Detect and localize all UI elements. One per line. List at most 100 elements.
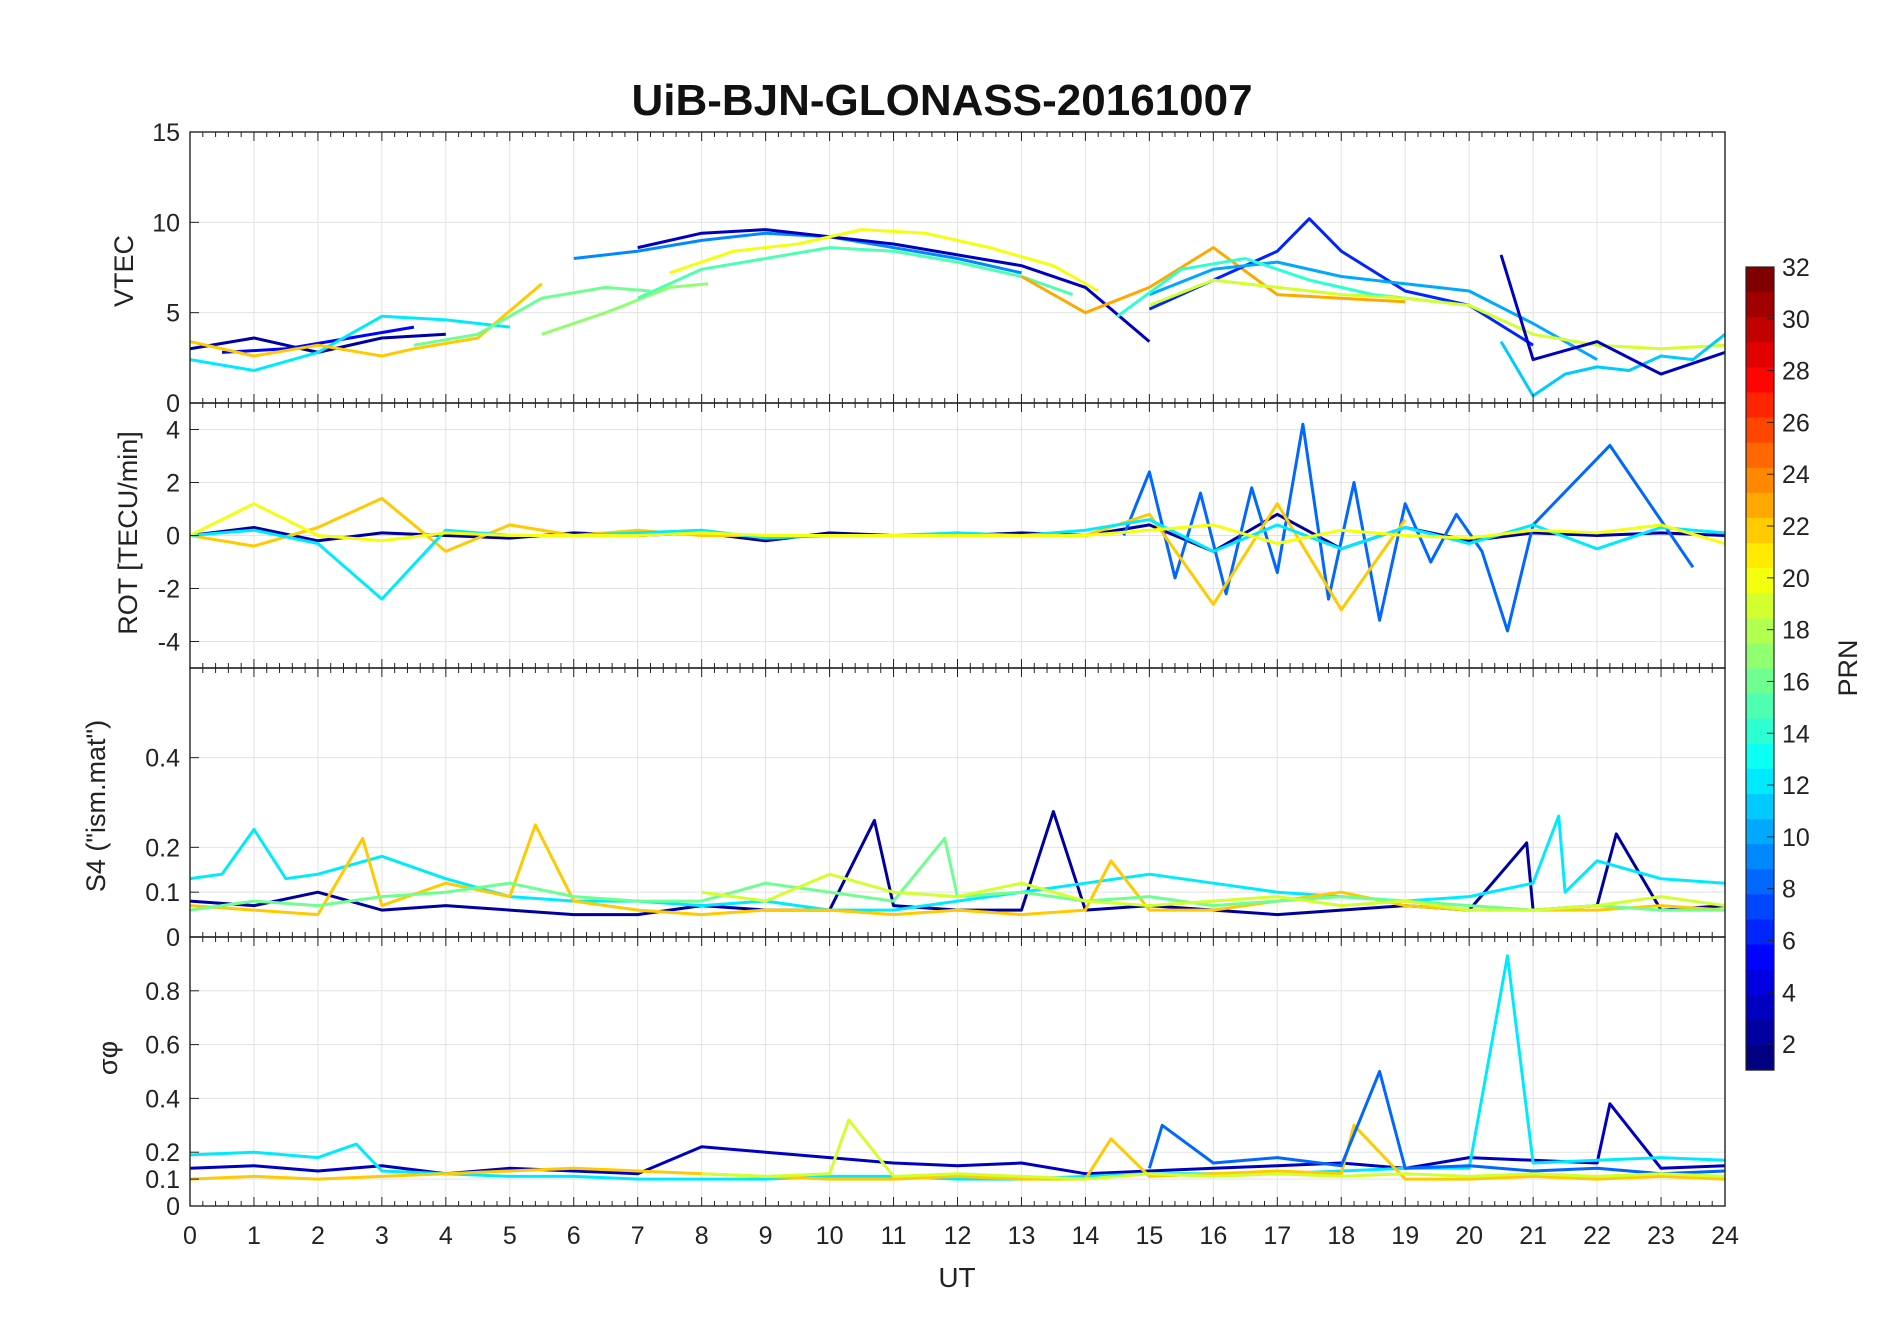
colorbar-cell [1746, 869, 1774, 895]
series-line-prn-17 [541, 282, 709, 336]
colorbar-tick-label: 6 [1782, 927, 1796, 955]
series-line-prn-23 [1020, 246, 1406, 315]
colorbar-frame [1745, 266, 1775, 1071]
x-tick-label: 19 [1391, 1222, 1419, 1250]
x-tick-label: 7 [631, 1222, 645, 1250]
series-line-prn-8 [1122, 422, 1695, 633]
traces-sigma [190, 954, 1725, 1181]
series-line-prn-8 [1147, 1070, 1725, 1176]
traces-vtec [190, 217, 1725, 398]
series-line-prn-16 [190, 836, 1725, 912]
series-line-prn-12 [190, 518, 1725, 601]
series-line-prn-19 [701, 872, 1725, 912]
series-line-prn-20 [190, 502, 1725, 545]
y-tick-label: 0.2 [145, 1139, 180, 1167]
colorbar-cell [1746, 417, 1774, 444]
x-tick-label: 14 [1072, 1222, 1100, 1250]
colorbar-cell [1746, 442, 1774, 469]
y-tick-label: -2 [158, 576, 180, 604]
series-line-prn-12 [190, 814, 1725, 912]
colorbar-tick-label: 28 [1782, 358, 1810, 386]
x-tick-label: 22 [1583, 1222, 1611, 1250]
colorbar-cell [1746, 643, 1774, 670]
series-line-prn-5 [221, 325, 415, 354]
series-line-prn-19 [1148, 278, 1725, 351]
series-line-prn-16 [413, 285, 651, 347]
x-tick-label: 2 [311, 1222, 325, 1250]
y-tick-label: 10 [152, 209, 180, 237]
colorbar-tick-label: 2 [1782, 1031, 1796, 1059]
colorbar-cell [1746, 367, 1774, 394]
x-tick-label: 4 [439, 1222, 453, 1250]
traces-rot [190, 422, 1725, 633]
colorbar-label: PRN [1833, 639, 1863, 696]
x-tick-label: 11 [881, 1222, 907, 1250]
chart-title: UiB-BJN-GLONASS-20161007 [631, 76, 1252, 125]
series-line-prn-20 [669, 228, 1099, 293]
colorbar-cell [1746, 517, 1774, 544]
colorbar-tick-label: 10 [1782, 824, 1810, 852]
x-tick-label: 1 [247, 1222, 261, 1250]
series-line-prn-22 [190, 1123, 1725, 1181]
panel-sigma: 00.10.20.40.60.80 1 2 3 4 5 6 7 8 9 10 11 12 13 14 15 16… [145, 936, 1739, 1250]
colorbar-tick-label: 26 [1782, 409, 1810, 437]
x-tick-label: 10 [816, 1222, 844, 1250]
y-tick-label: 5 [166, 300, 180, 328]
series-line-prn-22 [190, 496, 1407, 612]
colorbar-cell [1746, 317, 1774, 343]
x-tick-label: 18 [1327, 1222, 1355, 1250]
series-line-prn-10 [1148, 260, 1598, 361]
colorbar-cell [1746, 392, 1774, 419]
y-tick-label: 0.4 [145, 745, 180, 773]
colorbar-tick-label: 18 [1782, 617, 1810, 645]
colorbar-tick-label: 12 [1782, 772, 1810, 800]
y-tick-label: 2 [166, 470, 180, 498]
y-tick-label: 0.2 [145, 834, 180, 862]
colorbar-cell [1746, 819, 1774, 845]
colorbar-cell [1746, 994, 1774, 1021]
y-tick-label: 0.8 [145, 978, 180, 1006]
colorbar-cell [1746, 568, 1774, 594]
colorbar-cell [1746, 718, 1774, 745]
y-tick-label: -4 [158, 629, 180, 657]
colorbar-tick-label: 30 [1782, 306, 1810, 334]
y-tick-label: 0.1 [145, 879, 180, 907]
colorbar-cell [1746, 467, 1774, 494]
colorbar-cell [1746, 543, 1774, 569]
x-tick-label: 16 [1199, 1222, 1227, 1250]
y-axis-label-sigma: σφ [93, 1041, 123, 1075]
colorbar-cell [1746, 1044, 1774, 1071]
colorbar-tick-label: 32 [1782, 254, 1810, 282]
colorbar-cell [1746, 844, 1774, 870]
colorbar-cell [1746, 1019, 1774, 1046]
y-axis-label-rot: ROT [TECU/min] [113, 431, 143, 635]
series-line-prn-11 [1499, 333, 1725, 398]
y-tick-label: 0 [166, 924, 180, 952]
colorbar-cell [1746, 743, 1774, 770]
x-tick-label: 5 [503, 1222, 517, 1250]
traces-s4 [190, 810, 1725, 917]
y-tick-label: 4 [166, 417, 180, 445]
series-line-prn-9 [573, 231, 1022, 275]
series-line-prn-22 [190, 282, 543, 358]
x-tick-label: 21 [1519, 1222, 1547, 1250]
x-tick-label: 12 [944, 1222, 972, 1250]
y-tick-label: 0.1 [145, 1166, 180, 1194]
colorbar-tick-label: 14 [1782, 720, 1810, 748]
colorbar-cell [1746, 267, 1774, 293]
colorbar-cell [1746, 593, 1774, 619]
colorbar-cell [1746, 693, 1774, 720]
x-tick-label: 15 [1135, 1222, 1163, 1250]
colorbar-tick-label: 20 [1782, 565, 1810, 593]
colorbar-cell [1746, 793, 1774, 820]
series-line-prn-2 [190, 810, 1725, 917]
colorbar-tick-label: 22 [1782, 513, 1810, 541]
colorbar-cell [1746, 342, 1774, 368]
panel-s4: 0 0.1 0.2 0.4 [145, 667, 1726, 952]
series-line-prn-15 [637, 246, 1074, 300]
colorbar-tick-label: 8 [1782, 876, 1796, 904]
y-tick-label: 0 [166, 1193, 180, 1221]
y-axis-label-vtec: VTEC [109, 235, 139, 307]
